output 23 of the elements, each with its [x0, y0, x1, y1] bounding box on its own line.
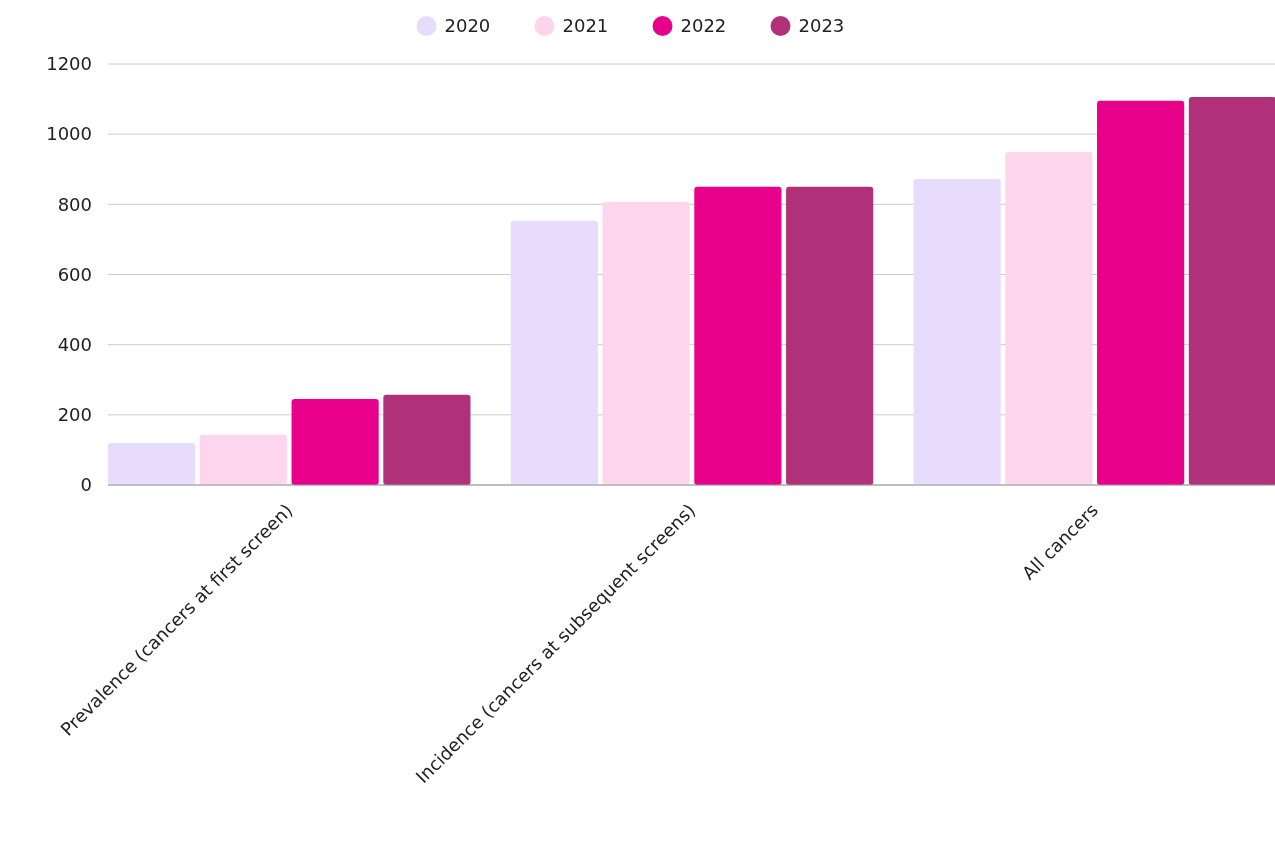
y-tick-label: 600 [57, 263, 92, 285]
y-tick-label: 0 [80, 474, 92, 496]
legend-label: 2021 [562, 15, 609, 37]
bar [291, 399, 379, 485]
y-tick-label: 1000 [46, 123, 92, 145]
bar [913, 179, 1001, 485]
bar [786, 186, 874, 485]
legend-label: 2020 [444, 15, 491, 37]
legend-label: 2023 [798, 15, 845, 37]
bar [383, 394, 471, 485]
legend-label: 2022 [680, 15, 727, 37]
bar [602, 201, 690, 485]
bar [199, 434, 287, 485]
bar [1188, 96, 1275, 485]
y-tick-label: 200 [57, 404, 92, 426]
bar [108, 442, 196, 485]
bar [1005, 152, 1093, 485]
y-tick-label: 1200 [46, 53, 92, 75]
bar [510, 220, 598, 485]
y-tick-label: 400 [57, 333, 92, 355]
bar [1097, 100, 1185, 485]
y-tick-label: 800 [57, 193, 92, 215]
bar [694, 186, 782, 485]
